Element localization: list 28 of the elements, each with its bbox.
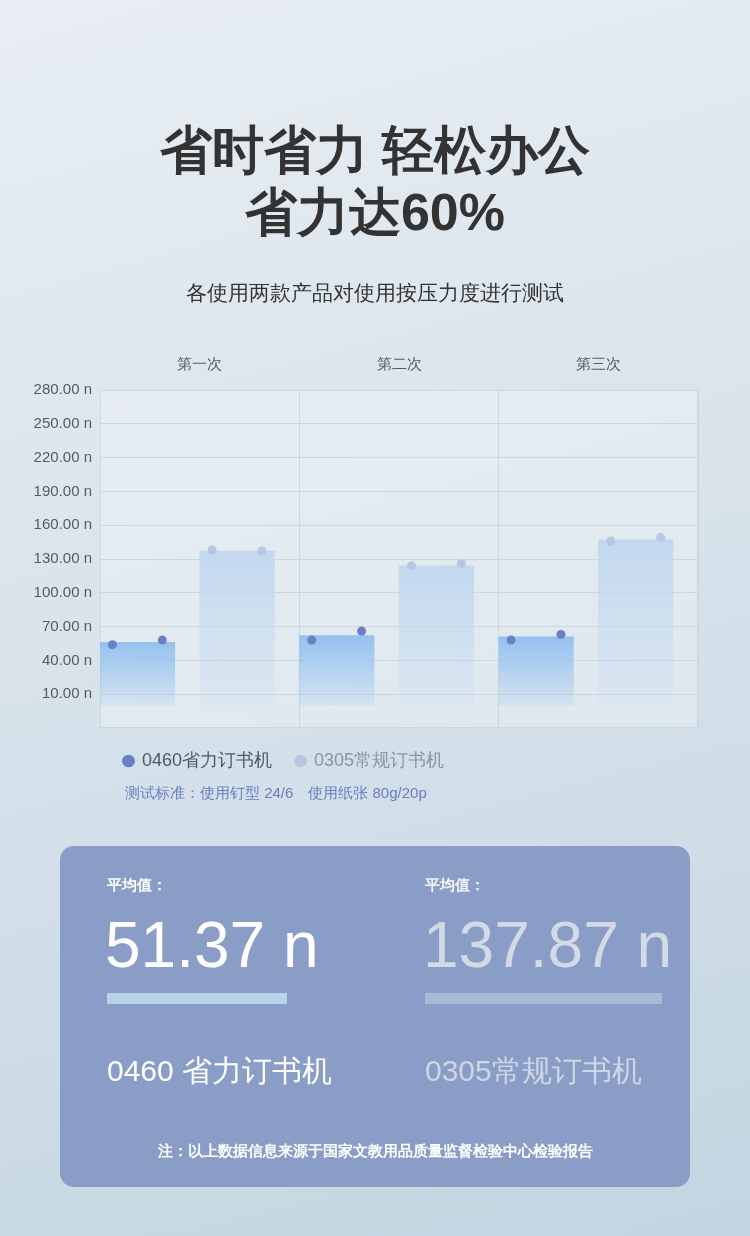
legend-label: 0305常规订书机 — [314, 749, 445, 770]
legend-label: 0460省力订书机 — [142, 749, 273, 770]
text: 平均值： — [107, 875, 167, 895]
y-tick-label: 190.00 n — [33, 481, 92, 499]
bar — [100, 642, 176, 706]
bar — [498, 636, 574, 706]
y-tick-label: 250.00 n — [33, 413, 92, 431]
chart-subtitle: 各使用两款产品对使用按压力度进行测试 — [185, 280, 565, 306]
text: 注：以上数据信息来源于国家文教用品质量监督检验中心检验报告 — [156, 1141, 594, 1161]
text: 137.87 n — [423, 909, 673, 981]
y-tick-label: 160.00 n — [33, 515, 92, 533]
x-tick-label: 第三次 — [575, 355, 621, 373]
text: 51.37 n — [105, 909, 319, 981]
y-tick-label: 130.00 n — [33, 549, 92, 567]
text: 0305常规订书机 — [425, 1053, 642, 1089]
text: 测试标准：使用钉型 24/6 使用纸张 80g/20p — [125, 783, 427, 803]
text: 平均值： — [425, 875, 485, 895]
y-tick-label: 40.00 n — [41, 650, 92, 668]
text: 0460 省力订书机 — [107, 1053, 333, 1089]
y-tick-label: 220.00 n — [33, 447, 92, 465]
x-tick-label: 第一次 — [177, 355, 223, 373]
chart-title: 省时省力 轻松办公省力达60% — [158, 120, 592, 243]
y-tick-label: 70.00 n — [41, 616, 92, 634]
y-tick-label: 10.00 n — [41, 684, 92, 702]
y-tick-label: 100.00 n — [33, 582, 92, 600]
bar — [299, 635, 375, 706]
x-tick-label: 第二次 — [376, 355, 422, 373]
y-tick-label: 280.00 n — [33, 380, 92, 398]
